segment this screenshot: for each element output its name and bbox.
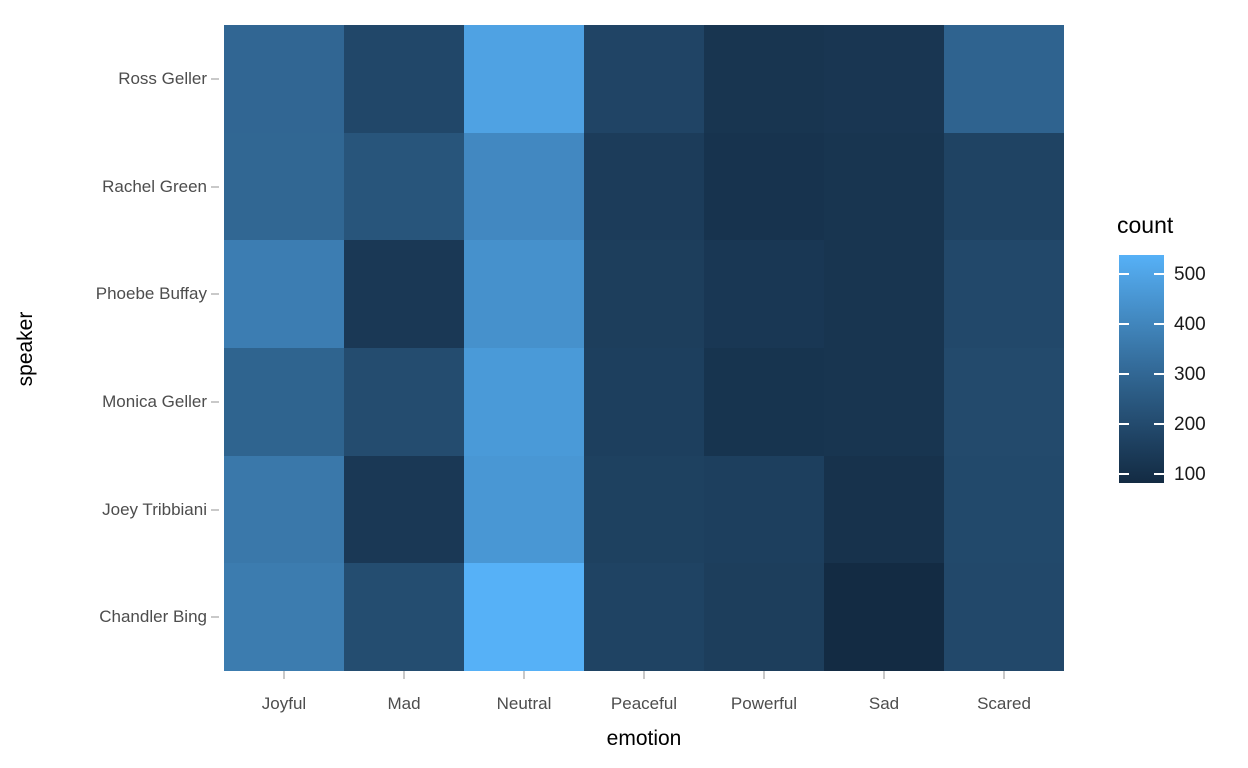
legend-tick-label: 500	[1174, 263, 1206, 285]
heatmap-cell	[584, 563, 704, 671]
heatmap-cell	[704, 563, 824, 671]
heatmap-cell	[824, 132, 944, 241]
y-axis-ticks	[211, 25, 219, 671]
heatmap-cell	[584, 455, 704, 564]
x-axis-tick-mark	[464, 671, 584, 679]
plot-panel	[224, 25, 1064, 671]
y-axis-label: Joey Tribbiani	[102, 499, 207, 519]
y-axis-labels: Ross Geller Rachel Green Phoebe Buffay Moni…	[0, 25, 207, 671]
x-axis-label: Mad	[387, 694, 421, 713]
legend-tick-mark	[1154, 422, 1164, 425]
x-axis-title: emotion	[606, 727, 682, 750]
legend-tick-mark	[1119, 272, 1129, 275]
legend-tick-mark	[1119, 322, 1129, 325]
heatmap-grid	[224, 25, 1064, 671]
y-axis-label: Monica Geller	[102, 391, 207, 411]
legend-tick-label: 400	[1174, 313, 1206, 335]
y-axis-tick-mark	[211, 25, 219, 133]
legend-tick-label: 200	[1174, 413, 1206, 435]
x-axis-tick-mark	[344, 671, 464, 679]
legend-tick-mark	[1119, 372, 1129, 375]
heatmap-cell	[944, 25, 1064, 133]
legend-tick-mark	[1119, 422, 1129, 425]
heatmap-cell	[344, 240, 464, 348]
heatmap-cell	[704, 132, 824, 241]
x-axis-tick-mark	[584, 671, 704, 679]
legend-title: count	[1117, 212, 1174, 238]
legend-tick-mark	[1154, 372, 1164, 375]
x-axis-labels: Joyful Mad Neutral Peaceful Powerful Sad Scare…	[224, 694, 1064, 714]
x-axis-tick-mark	[224, 671, 344, 679]
legend-tick-label: 100	[1174, 463, 1206, 485]
heatmap-cell	[464, 132, 584, 241]
heatmap-cell	[344, 563, 464, 671]
x-axis-tick-mark	[704, 671, 824, 679]
heatmap-cell	[464, 563, 584, 671]
heatmap-cell	[344, 347, 464, 456]
x-axis-label: Peaceful	[610, 694, 678, 713]
legend-tick-mark	[1119, 472, 1129, 475]
heatmap-cell	[224, 347, 344, 456]
y-axis-label: Ross Geller	[118, 68, 207, 88]
y-axis-tick-mark	[211, 456, 219, 564]
heatmap-cell	[464, 25, 584, 133]
heatmap-cell	[584, 347, 704, 456]
heatmap-cell	[224, 240, 344, 348]
x-axis-label: Sad	[868, 694, 900, 713]
x-axis-tick-mark	[944, 671, 1064, 679]
x-axis-label: Powerful	[730, 694, 798, 713]
heatmap-cell	[464, 455, 584, 564]
heatmap-cell	[584, 240, 704, 348]
legend-colorbar	[1119, 255, 1164, 483]
y-axis-label: Rachel Green	[102, 176, 207, 196]
heatmap-cell	[824, 455, 944, 564]
heatmap-cell	[224, 25, 344, 133]
heatmap-cell	[944, 132, 1064, 241]
x-axis-label: Joyful	[261, 694, 307, 713]
heatmap-cell	[944, 347, 1064, 456]
x-axis-ticks	[224, 671, 1064, 679]
heatmap-cell	[704, 25, 824, 133]
heatmap-cell	[584, 132, 704, 241]
y-axis-label: Chandler Bing	[99, 607, 207, 627]
heatmap-cell	[704, 347, 824, 456]
heatmap-cell	[224, 132, 344, 241]
heatmap-cell	[464, 347, 584, 456]
heatmap-cell	[944, 455, 1064, 564]
heatmap-cell	[824, 240, 944, 348]
legend-tick-mark	[1154, 322, 1164, 325]
heatmap-cell	[824, 347, 944, 456]
heatmap-cell	[464, 240, 584, 348]
heatmap-cell	[704, 240, 824, 348]
legend-tick-label: 300	[1174, 363, 1206, 385]
heatmap-cell	[344, 132, 464, 241]
y-axis-tick-mark	[211, 348, 219, 456]
heatmap-cell	[584, 25, 704, 133]
heatmap-cell	[824, 563, 944, 671]
heatmap-cell	[344, 455, 464, 564]
heatmap-cell	[944, 563, 1064, 671]
heatmap-cell	[824, 25, 944, 133]
x-axis-label: Scared	[977, 694, 1031, 713]
x-axis-tick-mark	[824, 671, 944, 679]
x-axis-label: Neutral	[496, 694, 552, 713]
heatmap-cell	[344, 25, 464, 133]
y-axis-label: Phoebe Buffay	[95, 284, 207, 304]
legend-tick-mark	[1154, 272, 1164, 275]
heatmap-cell	[944, 240, 1064, 348]
y-axis-tick-mark	[211, 133, 219, 241]
legend-tick-mark	[1154, 472, 1164, 475]
y-axis-tick-mark	[211, 240, 219, 348]
y-axis-tick-mark	[211, 563, 219, 671]
heatmap-cell	[224, 455, 344, 564]
heatmap-cell	[704, 455, 824, 564]
y-axis-title: speaker	[14, 311, 37, 387]
heatmap-cell	[224, 563, 344, 671]
